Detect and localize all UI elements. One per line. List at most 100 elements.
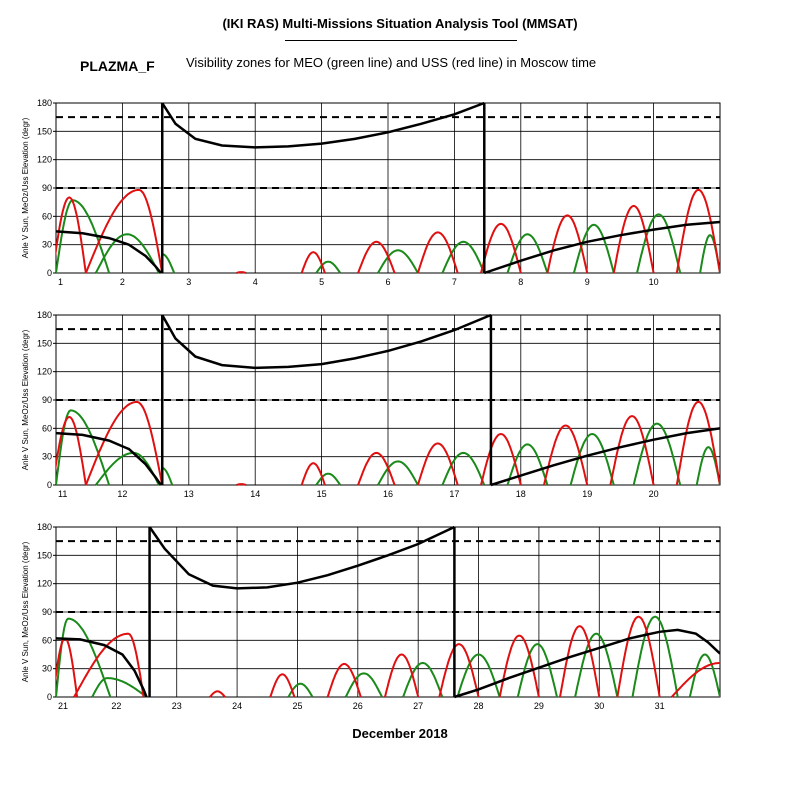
x-tick-label: 3 (186, 277, 191, 287)
uss-pass-line (209, 690, 226, 698)
meo-pass-line (162, 253, 176, 274)
y-tick-label: 150 (37, 338, 52, 348)
sun-angle-line (161, 101, 485, 149)
y-tick-label: 150 (37, 550, 52, 560)
meo-pass-line (632, 422, 682, 486)
uss-pass-line (616, 615, 661, 698)
y-tick-label: 30 (42, 664, 52, 674)
x-tick-label: 29 (534, 701, 544, 711)
uss-pass-line (416, 231, 459, 274)
uss-pass-line (269, 673, 296, 698)
meo-pass-line (688, 653, 720, 698)
y-tick-label: 30 (42, 240, 52, 250)
meo-pass-line (441, 240, 486, 274)
meo-pass-line (94, 233, 160, 274)
x-tick-label: 15 (317, 489, 327, 499)
uss-pass-line (236, 271, 247, 274)
x-tick-label: 1 (58, 277, 63, 287)
y-tick-label: 120 (37, 155, 52, 165)
y-tick-label: 120 (37, 579, 52, 589)
uss-pass-line (357, 451, 396, 486)
y-tick-label: 90 (42, 607, 52, 617)
y-tick-label: 150 (37, 126, 52, 136)
sun-angle-line (454, 628, 720, 699)
x-tick-label: 14 (250, 489, 260, 499)
x-tick-label: 9 (585, 277, 590, 287)
uss-pass-line (670, 662, 720, 698)
x-tick-label: 6 (385, 277, 390, 287)
uss-pass-line (480, 222, 522, 274)
meo-pass-line (162, 467, 174, 486)
uss-pass-line (84, 400, 164, 486)
y-tick-label: 120 (37, 367, 52, 377)
sun-angle-line (56, 637, 148, 698)
x-tick-label: 28 (474, 701, 484, 711)
sun-angle-line (161, 313, 492, 370)
y-tick-label: 180 (37, 98, 52, 108)
uss-pass-line (559, 625, 601, 698)
y-tick-label: 180 (37, 522, 52, 532)
x-axis-title: December 2018 (352, 726, 448, 741)
y-tick-label: 60 (42, 635, 52, 645)
x-tick-label: 19 (582, 489, 592, 499)
uss-pass-line (56, 196, 87, 274)
x-tick-label: 24 (232, 701, 242, 711)
sun-angle-line (490, 427, 720, 487)
y-tick-label: 90 (42, 395, 52, 405)
uss-pass-line (609, 415, 655, 486)
chart-subtitle: Visibility zones for MEO (green line) an… (186, 55, 597, 70)
x-tick-label: 22 (111, 701, 121, 711)
x-tick-label: 23 (172, 701, 182, 711)
meo-pass-line (574, 632, 619, 698)
meo-pass-line (315, 472, 342, 486)
title-underline (285, 40, 517, 41)
sun-angle-line (56, 230, 162, 274)
meo-pass-line (631, 615, 679, 698)
meo-pass-line (506, 443, 549, 486)
uss-pass-line (438, 643, 480, 698)
meo-pass-line (95, 451, 160, 486)
y-tick-label: 0 (47, 480, 52, 490)
meo-pass-line (402, 661, 444, 698)
y-tick-label: 60 (42, 423, 52, 433)
x-tick-label: 12 (117, 489, 127, 499)
x-tick-label: 13 (184, 489, 194, 499)
meo-pass-line (456, 653, 501, 698)
page-title: (IKI RAS) Multi-Missions Situation Analy… (222, 16, 578, 31)
x-tick-label: 18 (516, 489, 526, 499)
mission-name: PLAZMA_F (80, 58, 155, 74)
y-axis-label: Anle V Sun, MeOz/Uss Elevation (degr) (21, 541, 30, 682)
x-tick-label: 17 (449, 489, 459, 499)
x-tick-label: 8 (518, 277, 523, 287)
meo-pass-line (56, 617, 112, 698)
uss-pass-line (326, 662, 362, 698)
uss-pass-line (416, 442, 459, 486)
x-tick-label: 2 (120, 277, 125, 287)
y-tick-label: 180 (37, 310, 52, 320)
meo-pass-line (516, 643, 558, 698)
uss-pass-line (384, 653, 420, 698)
uss-pass-line (73, 632, 145, 698)
x-tick-label: 27 (413, 701, 423, 711)
meo-pass-line (56, 199, 111, 274)
x-tick-label: 5 (319, 277, 324, 287)
x-tick-label: 11 (58, 489, 67, 499)
y-axis-label: Anle V Sun, MeOz/Uss Elevation (degr) (21, 117, 30, 258)
sun-angle-line (148, 525, 455, 590)
uss-pass-line (480, 432, 522, 486)
x-tick-label: 16 (383, 489, 393, 499)
y-axis-label: Anle V Sun, MeOz/Uss Elevation (degr) (21, 329, 30, 470)
sun-angle-line (483, 220, 720, 275)
uss-pass-line (56, 415, 87, 486)
y-tick-label: 0 (47, 268, 52, 278)
sun-angle-line (56, 431, 162, 486)
uss-pass-line (84, 188, 164, 274)
x-tick-label: 4 (253, 277, 258, 287)
meo-pass-line (91, 677, 148, 698)
uss-pass-line (612, 204, 655, 274)
meo-pass-line (377, 249, 419, 274)
x-tick-label: 21 (58, 701, 68, 711)
x-tick-label: 31 (655, 701, 665, 711)
uss-pass-line (236, 483, 247, 486)
